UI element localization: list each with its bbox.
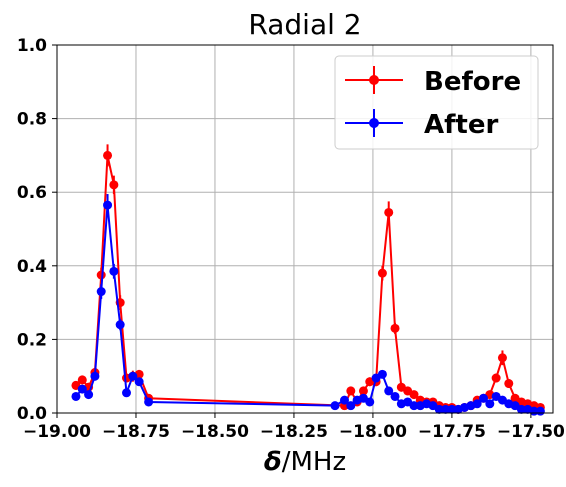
data-point-after bbox=[390, 391, 400, 401]
x-tick-label: −18.25 bbox=[260, 422, 328, 442]
data-point-after bbox=[115, 320, 125, 330]
data-point-after bbox=[384, 386, 394, 396]
data-point-after bbox=[516, 404, 526, 414]
y-axis: 0.0 0.2 0.4 0.6 0.8 1.0 bbox=[17, 36, 57, 424]
chart-title: Radial 2 bbox=[248, 8, 361, 41]
data-point-after bbox=[128, 371, 138, 381]
data-point-before bbox=[346, 386, 356, 396]
x-tick-label: −17.50 bbox=[497, 422, 565, 442]
x-tick-label: −18.75 bbox=[102, 422, 170, 442]
x-axis: −19.00 −18.75 −18.50 −18.25 −18.00 −17.75 −17.… bbox=[23, 413, 565, 442]
legend-label-after: After bbox=[424, 110, 498, 140]
data-point-before bbox=[109, 180, 119, 190]
legend-entry-after: After bbox=[345, 109, 498, 140]
plot-frame bbox=[56, 44, 554, 414]
data-point-after bbox=[103, 200, 113, 210]
data-point-after bbox=[90, 371, 100, 381]
data-point-after bbox=[472, 399, 482, 409]
data-point-before bbox=[358, 386, 368, 396]
y-tick-label: 0.6 bbox=[17, 183, 47, 203]
x-tick-label: −18.00 bbox=[339, 422, 407, 442]
x-tick-label: −17.75 bbox=[418, 422, 486, 442]
data-point-after bbox=[84, 390, 94, 400]
y-tick-label: 0.0 bbox=[17, 404, 47, 424]
data-point-after bbox=[339, 395, 349, 405]
data-point-after bbox=[96, 287, 106, 297]
x-tick-label: −18.50 bbox=[181, 422, 249, 442]
data-point-after bbox=[346, 401, 356, 411]
data-point-before bbox=[77, 375, 87, 385]
legend-label-before: Before bbox=[424, 67, 521, 97]
data-point-after bbox=[77, 384, 87, 394]
legend-entry-before: Before bbox=[345, 66, 521, 97]
data-point-before bbox=[497, 353, 507, 363]
data-point-before bbox=[377, 268, 387, 278]
legend-marker-after bbox=[369, 118, 379, 128]
data-point-after bbox=[447, 404, 457, 414]
data-point-after bbox=[71, 391, 81, 401]
data-point-after bbox=[144, 397, 154, 407]
data-point-before bbox=[504, 379, 514, 389]
y-tick-label: 0.4 bbox=[17, 257, 47, 277]
data-point-before bbox=[390, 323, 400, 333]
data-point-after bbox=[478, 393, 488, 403]
data-point-after bbox=[434, 404, 444, 414]
data-point-before bbox=[384, 207, 394, 217]
y-tick-label: 0.8 bbox=[17, 110, 47, 130]
data-point-before bbox=[491, 373, 501, 383]
legend-marker-before bbox=[369, 75, 379, 85]
data-point-after bbox=[330, 401, 340, 411]
x-axis-label-symbol: δ bbox=[264, 447, 282, 477]
y-tick-label: 1.0 bbox=[17, 36, 47, 56]
x-axis-label-unit: /MHz bbox=[282, 447, 346, 477]
data-point-after bbox=[134, 377, 144, 387]
data-point-after bbox=[441, 404, 451, 414]
data-point-after bbox=[122, 388, 132, 398]
data-point-after bbox=[485, 399, 495, 409]
data-point-before bbox=[103, 150, 113, 160]
x-axis-label: δ/MHz bbox=[264, 447, 346, 477]
x-tick-label: −19.00 bbox=[23, 422, 91, 442]
data-point-before bbox=[409, 390, 419, 400]
y-tick-label: 0.2 bbox=[17, 330, 47, 350]
legend: Before After bbox=[334, 55, 539, 150]
data-point-after bbox=[535, 406, 545, 416]
data-point-after bbox=[377, 369, 387, 379]
data-point-after bbox=[409, 401, 419, 411]
data-point-after bbox=[365, 397, 375, 407]
data-point-after bbox=[109, 266, 119, 276]
